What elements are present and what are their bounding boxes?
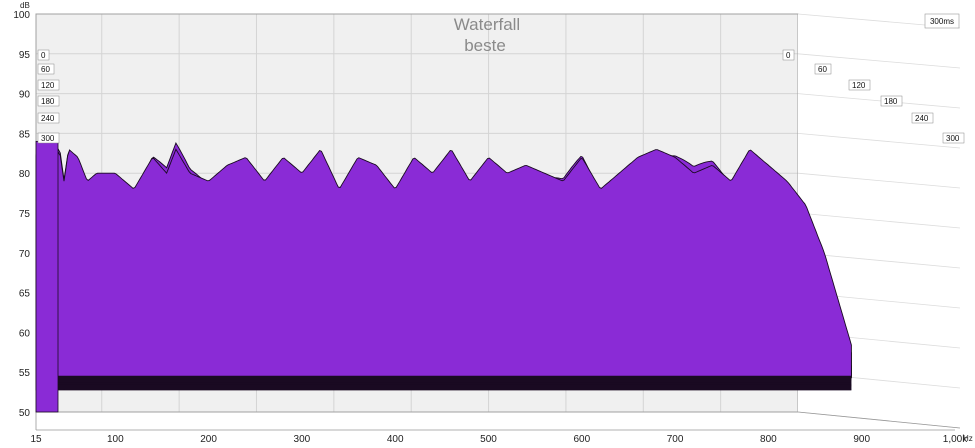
depth-grid-line xyxy=(797,133,961,149)
slice-label-box-left xyxy=(37,79,60,91)
slice-label-box-left xyxy=(37,63,55,75)
y-tick-label: 70 xyxy=(19,249,31,260)
x-tick-label: 200 xyxy=(200,434,217,445)
slice-time-labels: 0 0 60 60 120 120 180 180 240 240 300 300 xyxy=(37,49,965,144)
y-tick-label: 100 xyxy=(13,10,30,21)
depth-grid-line xyxy=(797,93,961,109)
slice-label-right: 240 xyxy=(915,114,929,123)
slice-label-box-right xyxy=(782,49,795,61)
chart-title: Waterfall xyxy=(454,15,520,34)
depth-label: 300ms xyxy=(930,17,954,26)
slice-label-right: 180 xyxy=(884,97,898,106)
slice-label-box-left xyxy=(37,49,50,61)
x-tick-label: 800 xyxy=(760,434,777,445)
y-axis-unit: dB xyxy=(20,1,30,10)
y-tick-label: 75 xyxy=(19,209,31,220)
x-tick-label: 500 xyxy=(480,434,497,445)
slice-label-left: 300 xyxy=(41,134,55,143)
slice-label-box-right xyxy=(814,63,832,75)
x-tick-label: 600 xyxy=(573,434,590,445)
x-tick-label: 15 xyxy=(30,434,42,445)
slice-label-box-left xyxy=(37,132,60,144)
slice-label-box-right xyxy=(848,79,871,91)
depth-floor-edge xyxy=(797,411,961,429)
y-tick-label: 95 xyxy=(19,50,31,61)
waterfall-slices xyxy=(35,134,853,413)
y-tick-label: 65 xyxy=(19,289,31,300)
x-axis-ticks: 15 100 200 300 400 500 600 700 800 900 1,00k xyxy=(30,434,968,445)
x-tick-label: 700 xyxy=(667,434,684,445)
waterfall-slice xyxy=(35,136,852,377)
y-tick-label: 60 xyxy=(19,328,31,339)
y-tick-label: 90 xyxy=(19,90,31,101)
depth-grid-line xyxy=(797,53,961,69)
slice-label-right: 120 xyxy=(852,81,866,90)
slice-label-box-left xyxy=(37,95,60,107)
slice-label-right: 300 xyxy=(946,134,960,143)
y-axis-ticks: 100 95 90 85 80 75 70 65 60 55 50 xyxy=(13,10,30,419)
slice-label-left: 120 xyxy=(41,81,55,90)
slice-label-left: 0 xyxy=(41,51,46,60)
slice-label-left: 180 xyxy=(41,97,55,106)
low-frequency-block xyxy=(35,140,59,413)
slice-label-box-right xyxy=(911,112,934,124)
slice-label-box-left xyxy=(37,112,60,124)
slice-label-left: 60 xyxy=(41,65,50,74)
slice-label-right: 60 xyxy=(818,65,827,74)
depth-grid-line xyxy=(797,172,961,189)
slice-label-right: 0 xyxy=(786,51,791,60)
y-tick-label: 50 xyxy=(19,408,31,419)
x-tick-label: 900 xyxy=(853,434,870,445)
slice-label-box-right xyxy=(880,95,903,107)
slice-label-box-right xyxy=(942,132,965,144)
x-tick-label: 400 xyxy=(387,434,404,445)
x-tick-label: 1,00k xyxy=(943,434,968,445)
depth-grid-line xyxy=(797,212,961,229)
depth-label-box xyxy=(924,13,960,29)
x-tick-label: 100 xyxy=(107,434,124,445)
x-axis-unit: Hz xyxy=(963,434,973,443)
chart-subtitle: beste xyxy=(464,36,506,55)
x-tick-label: 300 xyxy=(294,434,311,445)
slice-label-left: 240 xyxy=(41,114,55,123)
y-tick-label: 85 xyxy=(19,129,31,140)
y-tick-label: 80 xyxy=(19,169,31,180)
y-tick-label: 55 xyxy=(19,368,31,379)
